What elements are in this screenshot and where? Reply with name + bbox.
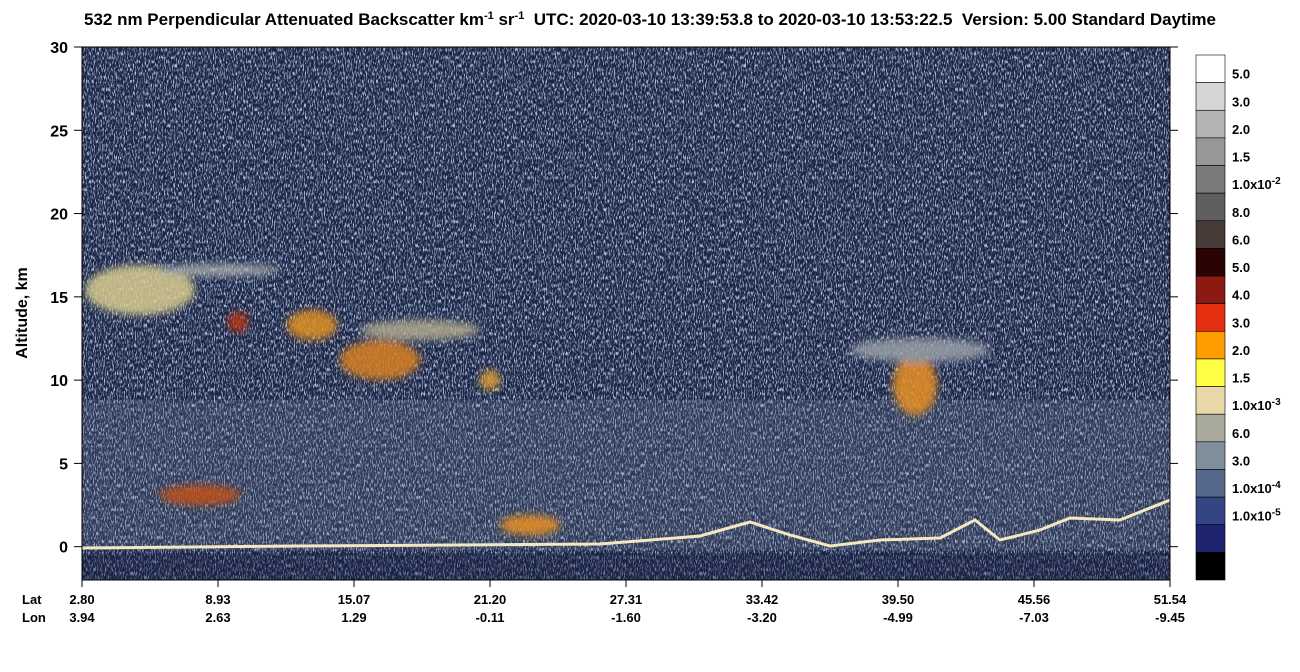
colorbar-box — [1195, 82, 1226, 111]
y-axis-label: Altitude, km — [14, 267, 31, 359]
colorbar-box — [1195, 192, 1226, 222]
y-tick-label: 10 — [50, 373, 68, 390]
title-part: 532 nm Perpendicular Attenuated Backscat… — [84, 10, 484, 29]
colorbar-label-text: 6.0 — [1232, 426, 1250, 441]
colorbar-label: 3.0 — [1232, 453, 1250, 468]
colorbar-label-exp: -5 — [1272, 507, 1281, 518]
colorbar-label-exp: -4 — [1272, 480, 1281, 491]
colorbar-box — [1195, 303, 1226, 332]
colorbar-label-text: 3.0 — [1232, 453, 1250, 468]
colorbar-box — [1195, 496, 1226, 526]
colorbar-box — [1195, 275, 1226, 304]
x-tick-label: 2.80 — [69, 592, 94, 607]
x-tick-label: -3.20 — [747, 610, 777, 625]
colorbar-box — [1195, 331, 1226, 360]
y-tick-label: 20 — [50, 207, 68, 224]
x-tick-label: 51.54 — [1154, 592, 1187, 607]
title-part: -1 — [484, 10, 494, 22]
x-tick-label: 33.42 — [746, 592, 779, 607]
colorbar-label-text: 4.0 — [1232, 288, 1250, 303]
colorbar-label: 6.0 — [1232, 426, 1250, 441]
title-part: sr — [494, 10, 515, 29]
x-tick-label: 15.07 — [338, 592, 371, 607]
colorbar-label: 1.0x10-3 — [1232, 397, 1281, 414]
x-tick-label: 27.31 — [610, 592, 643, 607]
colorbar-box — [1195, 552, 1226, 581]
chart-title: 532 nm Perpendicular Attenuated Backscat… — [84, 10, 1216, 29]
colorbar-box — [1195, 469, 1226, 498]
x-tick-label: 2.63 — [205, 610, 230, 625]
colorbar-label: 4.0 — [1232, 288, 1250, 303]
y-tick-label: 25 — [50, 123, 68, 140]
colorbar-box — [1195, 413, 1226, 443]
colorbar-label: 1.0x10-5 — [1232, 507, 1281, 524]
y-tick-label: 0 — [59, 540, 68, 557]
colorbar-label-text: 5.0 — [1232, 260, 1250, 275]
colorbar-box — [1195, 109, 1226, 139]
colorbar-label: 2.0 — [1232, 343, 1250, 358]
colorbar-label: 5.0 — [1232, 260, 1250, 275]
colorbar-label: 1.5 — [1232, 150, 1250, 165]
colorbar-box — [1195, 54, 1226, 83]
colorbar-label-text: 6.0 — [1232, 232, 1250, 247]
colorbar-box — [1195, 358, 1226, 387]
colorbar-label-exp: -2 — [1272, 176, 1281, 187]
colorbar-label-exp: -3 — [1272, 397, 1281, 408]
colorbar-label-text: 2.0 — [1232, 343, 1250, 358]
colorbar-label: 3.0 — [1232, 94, 1250, 109]
colorbar-box — [1195, 386, 1226, 415]
colorbar-label-text: 3.0 — [1232, 94, 1250, 109]
x-tick-label: 21.20 — [474, 592, 507, 607]
colorbar-label: 5.0 — [1232, 67, 1250, 82]
colorbar-box — [1195, 441, 1226, 470]
colorbar-label-text: 1.0x10 — [1232, 481, 1272, 496]
colorbar-box — [1195, 524, 1226, 553]
colorbar-label: 1.0x10-4 — [1232, 480, 1281, 497]
x-tick-label: -4.99 — [883, 610, 913, 625]
title-part: -1 — [515, 10, 525, 22]
colorbar-label-text: 1.5 — [1232, 150, 1250, 165]
colorbar-label-text: 3.0 — [1232, 315, 1250, 330]
colorbar-label: 6.0 — [1232, 232, 1250, 247]
colorbar-box — [1195, 248, 1226, 277]
y-tick-label: 15 — [50, 290, 68, 307]
x-row-name: Lon — [22, 610, 46, 625]
y-tick-label: 30 — [50, 40, 68, 57]
colorbar-label-text: 1.5 — [1232, 371, 1250, 386]
colorbar-label: 1.0x10-2 — [1232, 176, 1281, 193]
x-tick-label: -1.60 — [611, 610, 641, 625]
backscatter-image — [82, 47, 1170, 580]
x-tick-label: -7.03 — [1019, 610, 1049, 625]
x-row-name: Lat — [22, 592, 42, 607]
colorbar-label-text: 5.0 — [1232, 67, 1250, 82]
colorbar-label: 2.0 — [1232, 122, 1250, 137]
x-tick-label: 3.94 — [69, 610, 95, 625]
colorbar-label-text: 2.0 — [1232, 122, 1250, 137]
x-tick-label: 39.50 — [882, 592, 915, 607]
colorbar-label: 3.0 — [1232, 315, 1250, 330]
x-tick-label: -9.45 — [1155, 610, 1185, 625]
colorbar-label-text: 8.0 — [1232, 205, 1250, 220]
y-tick-label: 5 — [59, 456, 68, 473]
colorbar-box — [1195, 137, 1226, 166]
colorbar-label: 1.5 — [1232, 371, 1250, 386]
colorbar-label-text: 1.0x10 — [1232, 398, 1272, 413]
x-tick-label: 1.29 — [341, 610, 366, 625]
x-tick-label: -0.11 — [476, 610, 505, 625]
title-part: UTC: 2020-03-10 13:39:53.8 to 2020-03-10… — [524, 10, 1216, 29]
colorbar-label-text: 1.0x10 — [1232, 177, 1272, 192]
x-tick-label: 8.93 — [205, 592, 230, 607]
colorbar-label: 8.0 — [1232, 205, 1250, 220]
colorbar-box — [1195, 220, 1226, 249]
colorbar-label-text: 1.0x10 — [1232, 509, 1272, 524]
colorbar-box — [1195, 165, 1226, 194]
x-tick-label: 45.56 — [1018, 592, 1051, 607]
